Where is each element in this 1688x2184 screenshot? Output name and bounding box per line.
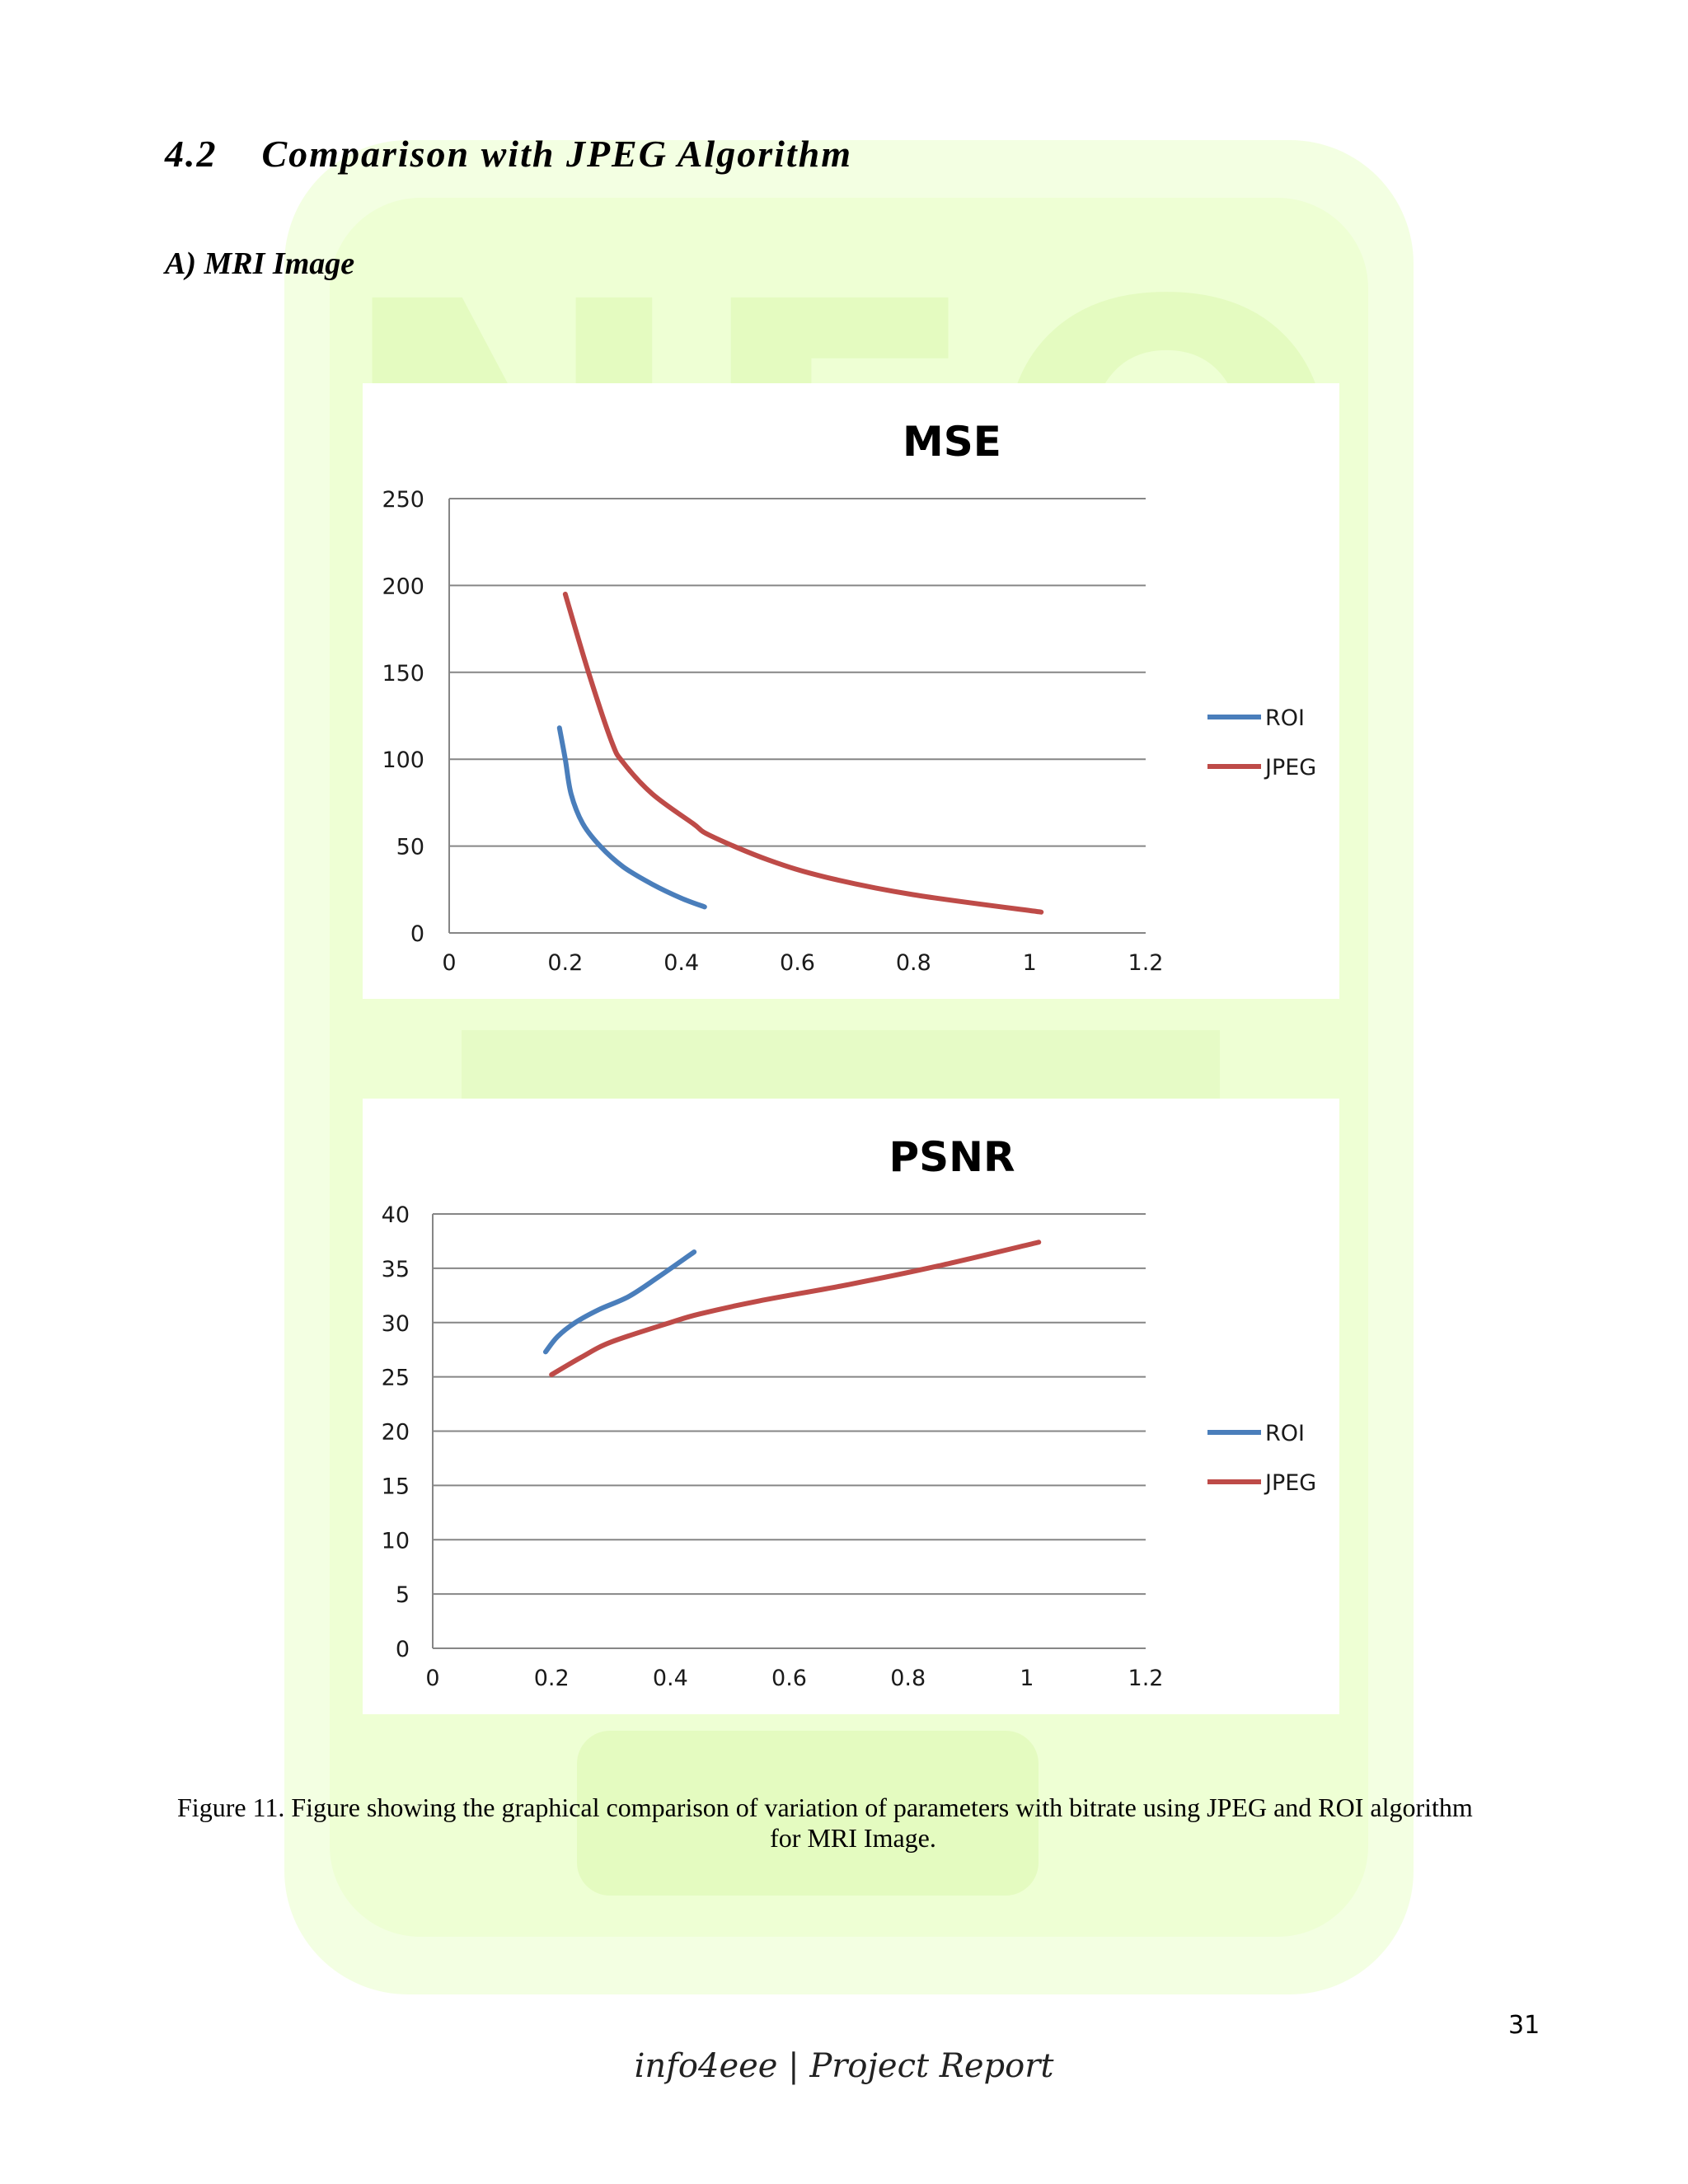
x-tick-label: 1.2 xyxy=(1128,950,1164,976)
legend-label-roi: ROI xyxy=(1265,1421,1305,1446)
y-tick-label: 150 xyxy=(382,661,424,687)
x-tick-label: 0.8 xyxy=(890,1666,926,1691)
chart-title: MSE xyxy=(903,418,1001,466)
series-line-jpeg xyxy=(549,1240,1042,1377)
sub-heading: A) MRI Image xyxy=(165,246,355,281)
y-tick-label: 50 xyxy=(396,835,424,860)
y-tick-label: 5 xyxy=(396,1582,410,1608)
y-tick-label: 35 xyxy=(382,1257,410,1282)
x-tick-label: 1 xyxy=(1023,950,1037,976)
x-tick-label: 1 xyxy=(1020,1666,1034,1691)
x-tick-label: 0.2 xyxy=(547,950,583,976)
page-number: 31 xyxy=(1508,2011,1540,2040)
y-tick-label: 40 xyxy=(382,1202,410,1228)
section-number: 4.2 xyxy=(165,133,218,175)
x-tick-label: 0.2 xyxy=(534,1666,570,1691)
series-line-roi xyxy=(556,725,707,910)
x-tick-label: 0 xyxy=(442,950,456,976)
x-tick-label: 0.8 xyxy=(896,950,931,976)
y-tick-label: 10 xyxy=(382,1528,410,1554)
y-tick-label: 250 xyxy=(382,487,424,513)
y-tick-label: 20 xyxy=(382,1420,410,1446)
y-tick-label: 15 xyxy=(382,1474,410,1499)
page-footer: info4eee | Project Report xyxy=(634,2047,1054,2085)
legend-label-roi: ROI xyxy=(1265,705,1305,731)
series-line-roi xyxy=(542,1249,697,1355)
x-tick-label: 0.6 xyxy=(771,1666,807,1691)
x-tick-label: 0.4 xyxy=(663,950,699,976)
mse-chart-svg: MSE 0 50 100 150 200 250 0 0.2 0.4 0.6 0.8 1 1.2 ROI JP… xyxy=(382,418,1316,976)
y-tick-label: 100 xyxy=(382,748,424,773)
y-tick-label: 0 xyxy=(410,921,424,947)
y-tick-label: 25 xyxy=(382,1366,410,1391)
y-tick-label: 30 xyxy=(382,1311,410,1337)
y-tick-label: 0 xyxy=(396,1637,410,1662)
section-heading: 4.2 Comparison with JPEG Algorithm xyxy=(165,132,852,176)
series-line-jpeg xyxy=(562,591,1044,915)
legend-label-jpeg: JPEG xyxy=(1264,755,1316,780)
caption-line-2: for MRI Image. xyxy=(770,1823,936,1853)
mse-chart: MSE 0 50 100 150 200 250 0 0.2 0.4 0.6 0.8 1 1.2 ROI JP… xyxy=(363,383,1339,999)
psnr-chart-svg: PSNR 0 5 10 15 20 25 30 35 40 0 0.2 0.4 0.6 0.8 1 1.2 ROI… xyxy=(382,1133,1317,1691)
x-tick-label: 0.6 xyxy=(780,950,815,976)
x-tick-label: 1.2 xyxy=(1128,1666,1164,1691)
section-title: Comparison with JPEG Algorithm xyxy=(261,133,853,175)
figure-caption: Figure 11. Figure showing the graphical … xyxy=(177,1793,1529,1854)
x-tick-label: 0 xyxy=(425,1666,439,1691)
psnr-chart: PSNR 0 5 10 15 20 25 30 35 40 0 0.2 0.4 0.6 0.8 1 1.2 ROI… xyxy=(363,1099,1339,1714)
x-tick-label: 0.4 xyxy=(653,1666,688,1691)
y-tick-label: 200 xyxy=(382,574,424,599)
chart-title: PSNR xyxy=(889,1133,1015,1181)
caption-line-1: Figure 11. Figure showing the graphical … xyxy=(177,1793,1473,1822)
legend-label-jpeg: JPEG xyxy=(1264,1470,1316,1496)
